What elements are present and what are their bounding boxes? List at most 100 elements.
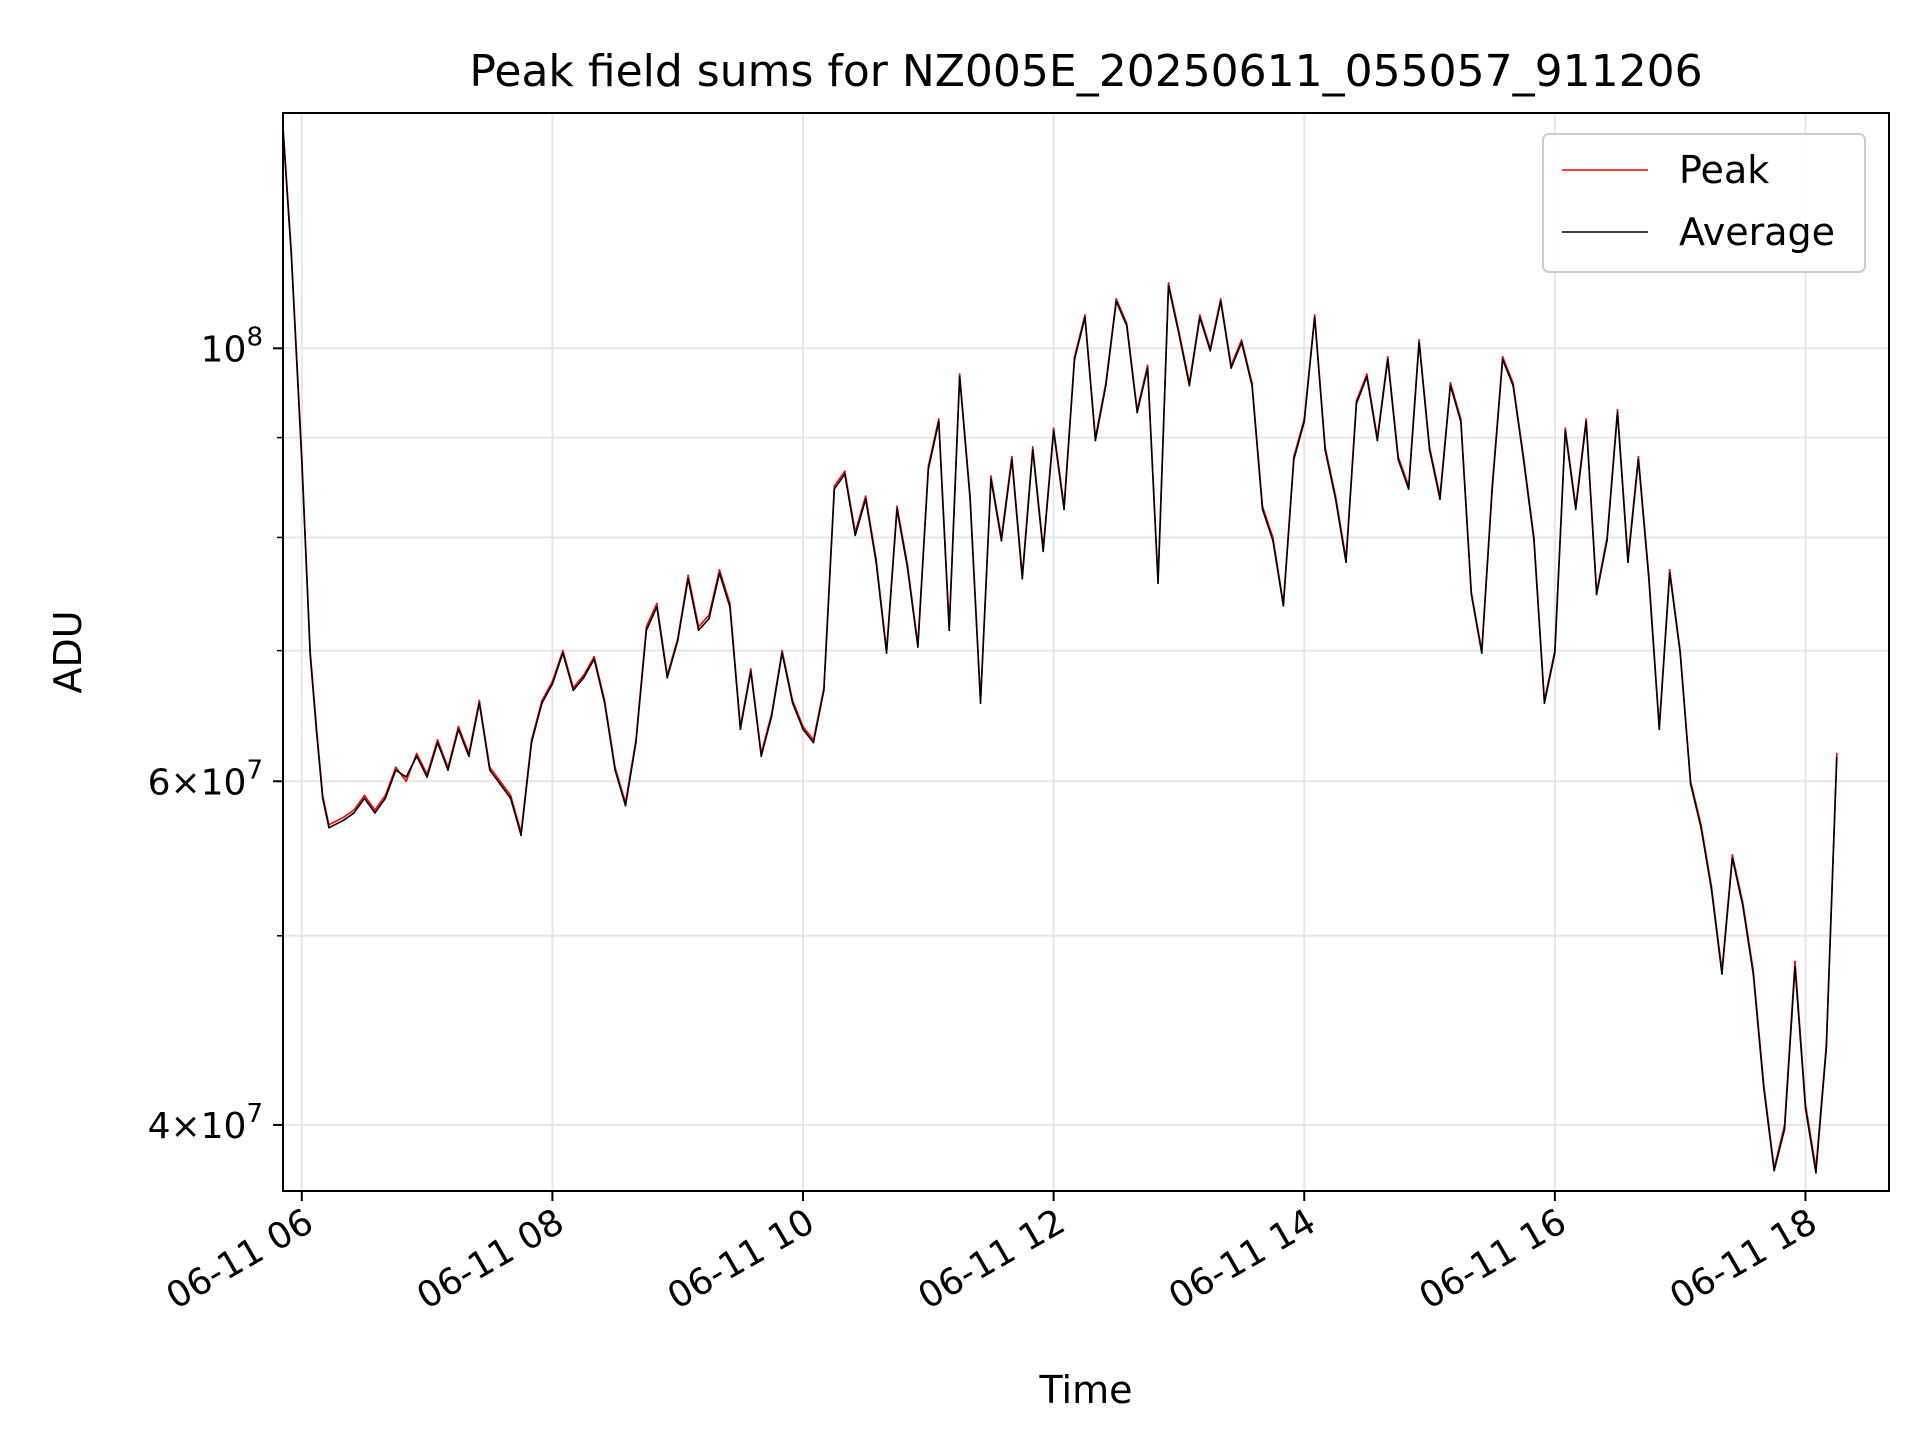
data-point	[593, 655, 596, 658]
data-point	[1084, 314, 1086, 316]
data-point	[906, 566, 909, 569]
data-point	[1794, 965, 1796, 968]
data-point	[823, 689, 825, 692]
data-point	[1731, 857, 1734, 859]
data-point	[1606, 539, 1608, 542]
data-point	[1658, 728, 1661, 731]
data-point	[645, 629, 648, 632]
data-point	[1418, 338, 1420, 341]
data-point	[655, 606, 658, 608]
data-point	[467, 755, 470, 758]
data-point	[457, 725, 460, 728]
data-point	[833, 488, 836, 490]
grid	[283, 113, 1889, 1191]
data-point	[812, 741, 815, 744]
data-point	[447, 769, 449, 771]
data-point	[373, 812, 376, 814]
data-point	[1219, 298, 1222, 300]
data-point	[394, 766, 397, 769]
data-point	[614, 769, 616, 771]
data-point	[916, 646, 919, 648]
data-point	[1553, 652, 1556, 654]
data-point	[1616, 408, 1619, 411]
data-point	[1752, 973, 1755, 975]
data-point	[551, 683, 554, 685]
data-point	[1094, 439, 1097, 442]
data-point	[1052, 430, 1055, 432]
data-point	[1376, 439, 1379, 442]
data-point	[1063, 508, 1065, 511]
data-point	[415, 755, 418, 758]
data-point	[1647, 577, 1650, 580]
data-point	[582, 676, 585, 679]
data-point	[760, 755, 763, 758]
data-point	[405, 776, 408, 778]
data-point	[384, 797, 387, 800]
data-point	[958, 375, 961, 378]
legend-label-average: Average	[1679, 210, 1835, 254]
data-point	[1345, 561, 1347, 564]
data-point	[530, 741, 533, 744]
data-point	[718, 572, 721, 575]
data-point	[969, 498, 971, 501]
data-point	[1407, 488, 1410, 490]
data-point	[739, 728, 742, 731]
data-point	[937, 418, 940, 420]
data-point	[624, 804, 627, 807]
data-point	[1010, 455, 1013, 458]
data-point	[1188, 384, 1191, 387]
data-point	[300, 460, 303, 463]
data-point	[781, 652, 784, 654]
data-point	[1324, 449, 1327, 451]
data-point	[478, 699, 481, 702]
y-axis-label: ADU	[46, 610, 90, 693]
series-average	[282, 128, 1838, 1174]
data-point	[1386, 358, 1389, 361]
data-point	[802, 728, 804, 731]
data-point	[1668, 572, 1671, 575]
data-point	[1564, 427, 1567, 430]
data-point	[478, 702, 481, 704]
data-point	[1219, 300, 1222, 303]
legend: Peak Average	[1542, 133, 1866, 273]
data-point	[676, 640, 679, 642]
data-point	[561, 649, 564, 652]
data-point	[770, 715, 773, 717]
data-point	[1794, 960, 1796, 963]
data-point	[1533, 539, 1535, 542]
data-point	[1157, 582, 1159, 585]
data-point	[749, 668, 752, 670]
y-tick-label: 6×107	[148, 755, 263, 803]
data-point	[885, 652, 888, 654]
data-point	[1491, 488, 1494, 490]
data-point	[1397, 458, 1400, 461]
data-point	[488, 769, 491, 771]
data-point	[655, 602, 658, 605]
data-point	[457, 728, 460, 731]
plot-frame	[282, 112, 1890, 1192]
data-point	[1741, 904, 1744, 907]
data-point	[687, 574, 690, 577]
data-point	[1146, 367, 1149, 369]
data-point	[1574, 508, 1577, 511]
data-point	[1815, 1171, 1817, 1174]
data-point	[363, 797, 366, 800]
y-tick-label: 4×107	[148, 1099, 263, 1147]
data-point	[1272, 539, 1274, 542]
data-point	[1595, 593, 1598, 596]
data-point	[948, 629, 951, 632]
data-point	[1209, 349, 1212, 352]
y-axis: 108 6×107 4×107	[148, 322, 283, 1147]
legend-label-peak: Peak	[1679, 148, 1769, 192]
data-point	[1282, 604, 1285, 607]
data-point	[1700, 826, 1702, 829]
data-point	[1439, 498, 1441, 501]
data-point	[426, 776, 428, 778]
data-point	[520, 834, 522, 837]
data-point	[1627, 561, 1629, 564]
data-point	[979, 702, 982, 704]
data-point	[635, 741, 637, 744]
data-point	[353, 812, 355, 814]
data-point	[572, 689, 575, 692]
data-point	[791, 702, 794, 704]
